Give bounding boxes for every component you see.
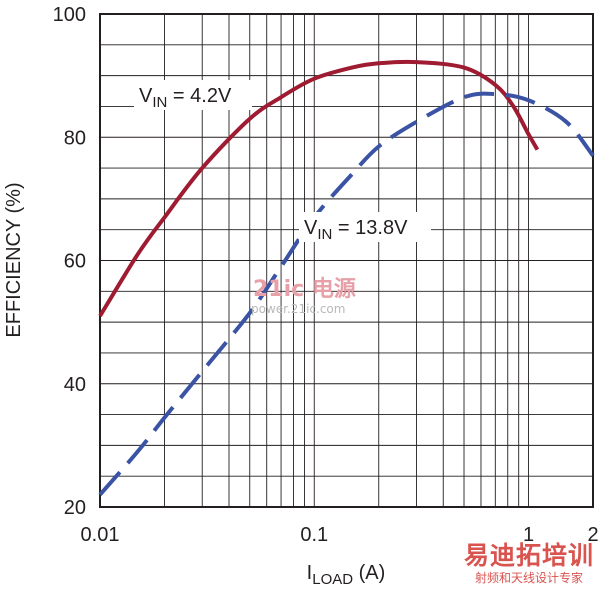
x-tick-label: 1 <box>523 524 534 546</box>
y-axis-title: EFFICIENCY (%) <box>3 182 25 337</box>
grid <box>99 13 594 508</box>
series-label-vin-13v8-rest: = 13.8V <box>332 217 408 239</box>
series-group <box>98 59 595 497</box>
series-label-vin-4v2-rest: = 4.2V <box>167 85 232 107</box>
series-label-vin-13v8-main: V <box>304 217 318 239</box>
x-tick-label: 0.01 <box>81 524 120 546</box>
y-tick-label: 20 <box>64 497 86 519</box>
x-tick-label: 2 <box>587 524 598 546</box>
series-line-1 <box>98 91 595 497</box>
y-tick-label: 40 <box>64 374 86 396</box>
series-label-vin-13v8: VIN = 13.8V <box>299 212 431 243</box>
series-label-vin-13v8-bg <box>299 212 431 242</box>
x-axis-title-sub: LOAD <box>312 571 353 588</box>
x-axis-title: ILOAD (A) <box>307 562 386 588</box>
y-tick-label: 100 <box>53 4 86 26</box>
svg-text:VIN = 4.2V: VIN = 4.2V <box>139 85 232 111</box>
corner-watermark-sub: 射频和天线设计专家 <box>474 571 583 585</box>
center-watermark-main: 21ic 电源 <box>253 277 356 302</box>
series-line-0 <box>98 59 540 318</box>
corner-watermark-main: 易迪拓培训 <box>463 541 594 570</box>
y-tick-label: 80 <box>64 127 86 149</box>
series-label-vin-4v2-bg <box>134 80 252 110</box>
series-label-vin-4v2: VIN = 4.2V <box>134 80 252 111</box>
x-axis-title-unit: (A) <box>353 562 385 584</box>
svg-text:VIN = 13.8V: VIN = 13.8V <box>304 217 408 243</box>
center-watermark: 21ic 电源 power.21ic.com <box>251 277 356 316</box>
corner-watermark: 易迪拓培训 射频和天线设计专家 <box>464 542 594 586</box>
x-tick-label: 0.1 <box>300 524 328 546</box>
series-label-vin-4v2-sub: IN <box>152 94 167 111</box>
plot-frame <box>99 13 594 508</box>
y-tick-label: 60 <box>64 251 86 273</box>
tick-labels: 0.01 0.1 1 2 20 40 60 80 100 <box>53 4 599 546</box>
x-axis-title-main: I <box>307 562 313 584</box>
series-label-vin-13v8-sub: IN <box>317 226 332 243</box>
center-watermark-sub: power.21ic.com <box>251 302 345 316</box>
series-label-vin-4v2-main: V <box>139 85 153 107</box>
